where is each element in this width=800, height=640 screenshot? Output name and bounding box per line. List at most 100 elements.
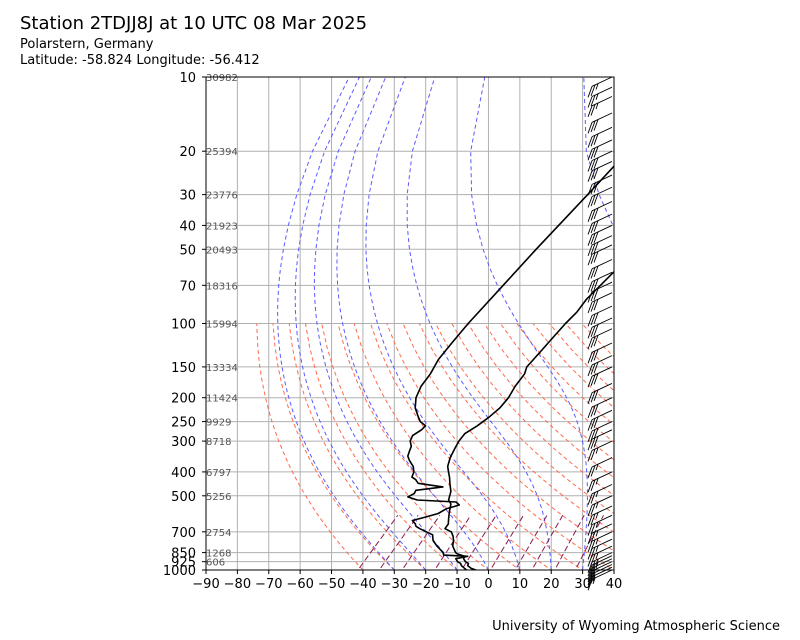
wind-barb	[587, 259, 613, 280]
barb-flag	[590, 572, 596, 584]
barb-staff	[591, 457, 613, 468]
barb-half-flag	[595, 558, 599, 566]
barb-flag	[590, 531, 596, 543]
barb-flag	[593, 167, 599, 180]
mixing-ratio-line	[489, 515, 524, 570]
barb-flag	[587, 438, 593, 451]
mixing-ratio-line	[401, 515, 441, 570]
barb-half-flag	[595, 490, 599, 498]
wind-barb	[587, 139, 613, 161]
barb-flag	[587, 450, 593, 462]
barb-staff	[591, 244, 613, 255]
barb-flag	[590, 313, 596, 326]
barb-flag	[593, 157, 599, 169]
x-tick-label: 30	[574, 577, 591, 592]
barb-flag	[590, 325, 596, 338]
height-label: 5256	[206, 492, 231, 503]
barb-staff	[591, 305, 613, 316]
mixing-ratio-line	[531, 515, 564, 570]
height-label: 20493	[206, 245, 238, 256]
wind-barb	[587, 523, 613, 545]
barb-flag	[590, 523, 596, 535]
x-tick-label: 0	[484, 577, 492, 592]
barb-half-flag	[595, 512, 599, 519]
barb-half-flag	[595, 83, 599, 90]
barb-staff	[591, 471, 613, 482]
wind-barb	[587, 569, 613, 591]
wind-barb	[587, 305, 613, 327]
height-label: 606	[206, 558, 225, 569]
barb-flag	[587, 301, 593, 314]
y-tick-label: 700	[171, 526, 196, 541]
barb-flag	[587, 268, 593, 280]
barb-staff	[591, 259, 613, 270]
barb-flag	[593, 146, 599, 158]
barb-flag	[590, 94, 596, 107]
wind-barb	[587, 555, 613, 577]
y-tick-label: 20	[179, 145, 196, 160]
barb-staff	[591, 292, 613, 303]
barb-staff	[591, 484, 613, 495]
wind-barb	[587, 112, 613, 134]
reference-lines	[256, 77, 614, 570]
barb-flag	[587, 86, 593, 98]
height-label: 13334	[206, 363, 238, 374]
barb-flag	[587, 122, 593, 134]
moist-adiabat	[277, 77, 395, 570]
barb-staff	[591, 160, 613, 172]
barb-flag	[587, 244, 593, 257]
dry-adiabat	[467, 323, 614, 479]
wind-barb	[587, 342, 613, 364]
barb-staff	[591, 495, 613, 506]
height-label: 6797	[206, 468, 231, 479]
y-tick-label: 1000	[163, 564, 196, 579]
wind-barb	[587, 235, 613, 257]
wind-barb	[587, 271, 613, 293]
y-tick-label: 250	[171, 416, 196, 431]
x-tick-label: −50	[318, 577, 345, 592]
wind-barb	[587, 440, 613, 462]
barb-flag	[587, 196, 593, 208]
barb-flag	[593, 241, 599, 254]
barb-flag	[587, 533, 593, 545]
x-tick-label: 10	[512, 577, 529, 592]
barb-flag	[593, 349, 599, 361]
height-label: 25394	[206, 147, 238, 158]
height-label: 8718	[206, 437, 231, 448]
x-tick-label: −90	[192, 577, 219, 592]
barb-staff	[591, 281, 613, 292]
barb-half-flag	[595, 447, 599, 454]
height-label: 30982	[206, 73, 238, 84]
wind-barb	[587, 317, 613, 339]
height-label: 2754	[206, 528, 231, 539]
dry-adiabat	[581, 323, 614, 358]
y-tick-label: 100	[171, 318, 196, 333]
dry-adiabat	[548, 323, 614, 392]
barb-flag	[587, 254, 593, 266]
wind-barb	[587, 421, 613, 443]
barb-flag	[593, 231, 599, 244]
dry-adiabat	[272, 323, 396, 570]
barb-half-flag	[592, 577, 596, 585]
barb-flag	[590, 169, 596, 181]
height-label: 18316	[206, 281, 238, 292]
barb-flag	[587, 223, 593, 235]
barb-flag	[587, 352, 593, 364]
barb-flag	[590, 553, 596, 566]
barb-flag	[587, 234, 593, 246]
barb-staff	[591, 342, 613, 353]
barb-flag	[590, 391, 596, 403]
barb-flag	[590, 336, 596, 348]
axes: −90 −80 −70 −60 −50 −40 −30 −20 −10 0 10 20 30 40 1000…	[163, 71, 622, 592]
wind-barb	[587, 244, 613, 266]
barb-flag	[587, 481, 593, 493]
dry-adiabat	[370, 323, 584, 570]
barb-flag	[593, 265, 599, 278]
barb-flag	[590, 194, 596, 207]
barb-staff	[591, 505, 613, 516]
dewpoint-trace	[407, 165, 614, 570]
wind-barb	[587, 429, 613, 451]
barb-flag	[590, 233, 596, 245]
barb-flag	[593, 220, 599, 232]
barb-flag	[590, 267, 596, 279]
